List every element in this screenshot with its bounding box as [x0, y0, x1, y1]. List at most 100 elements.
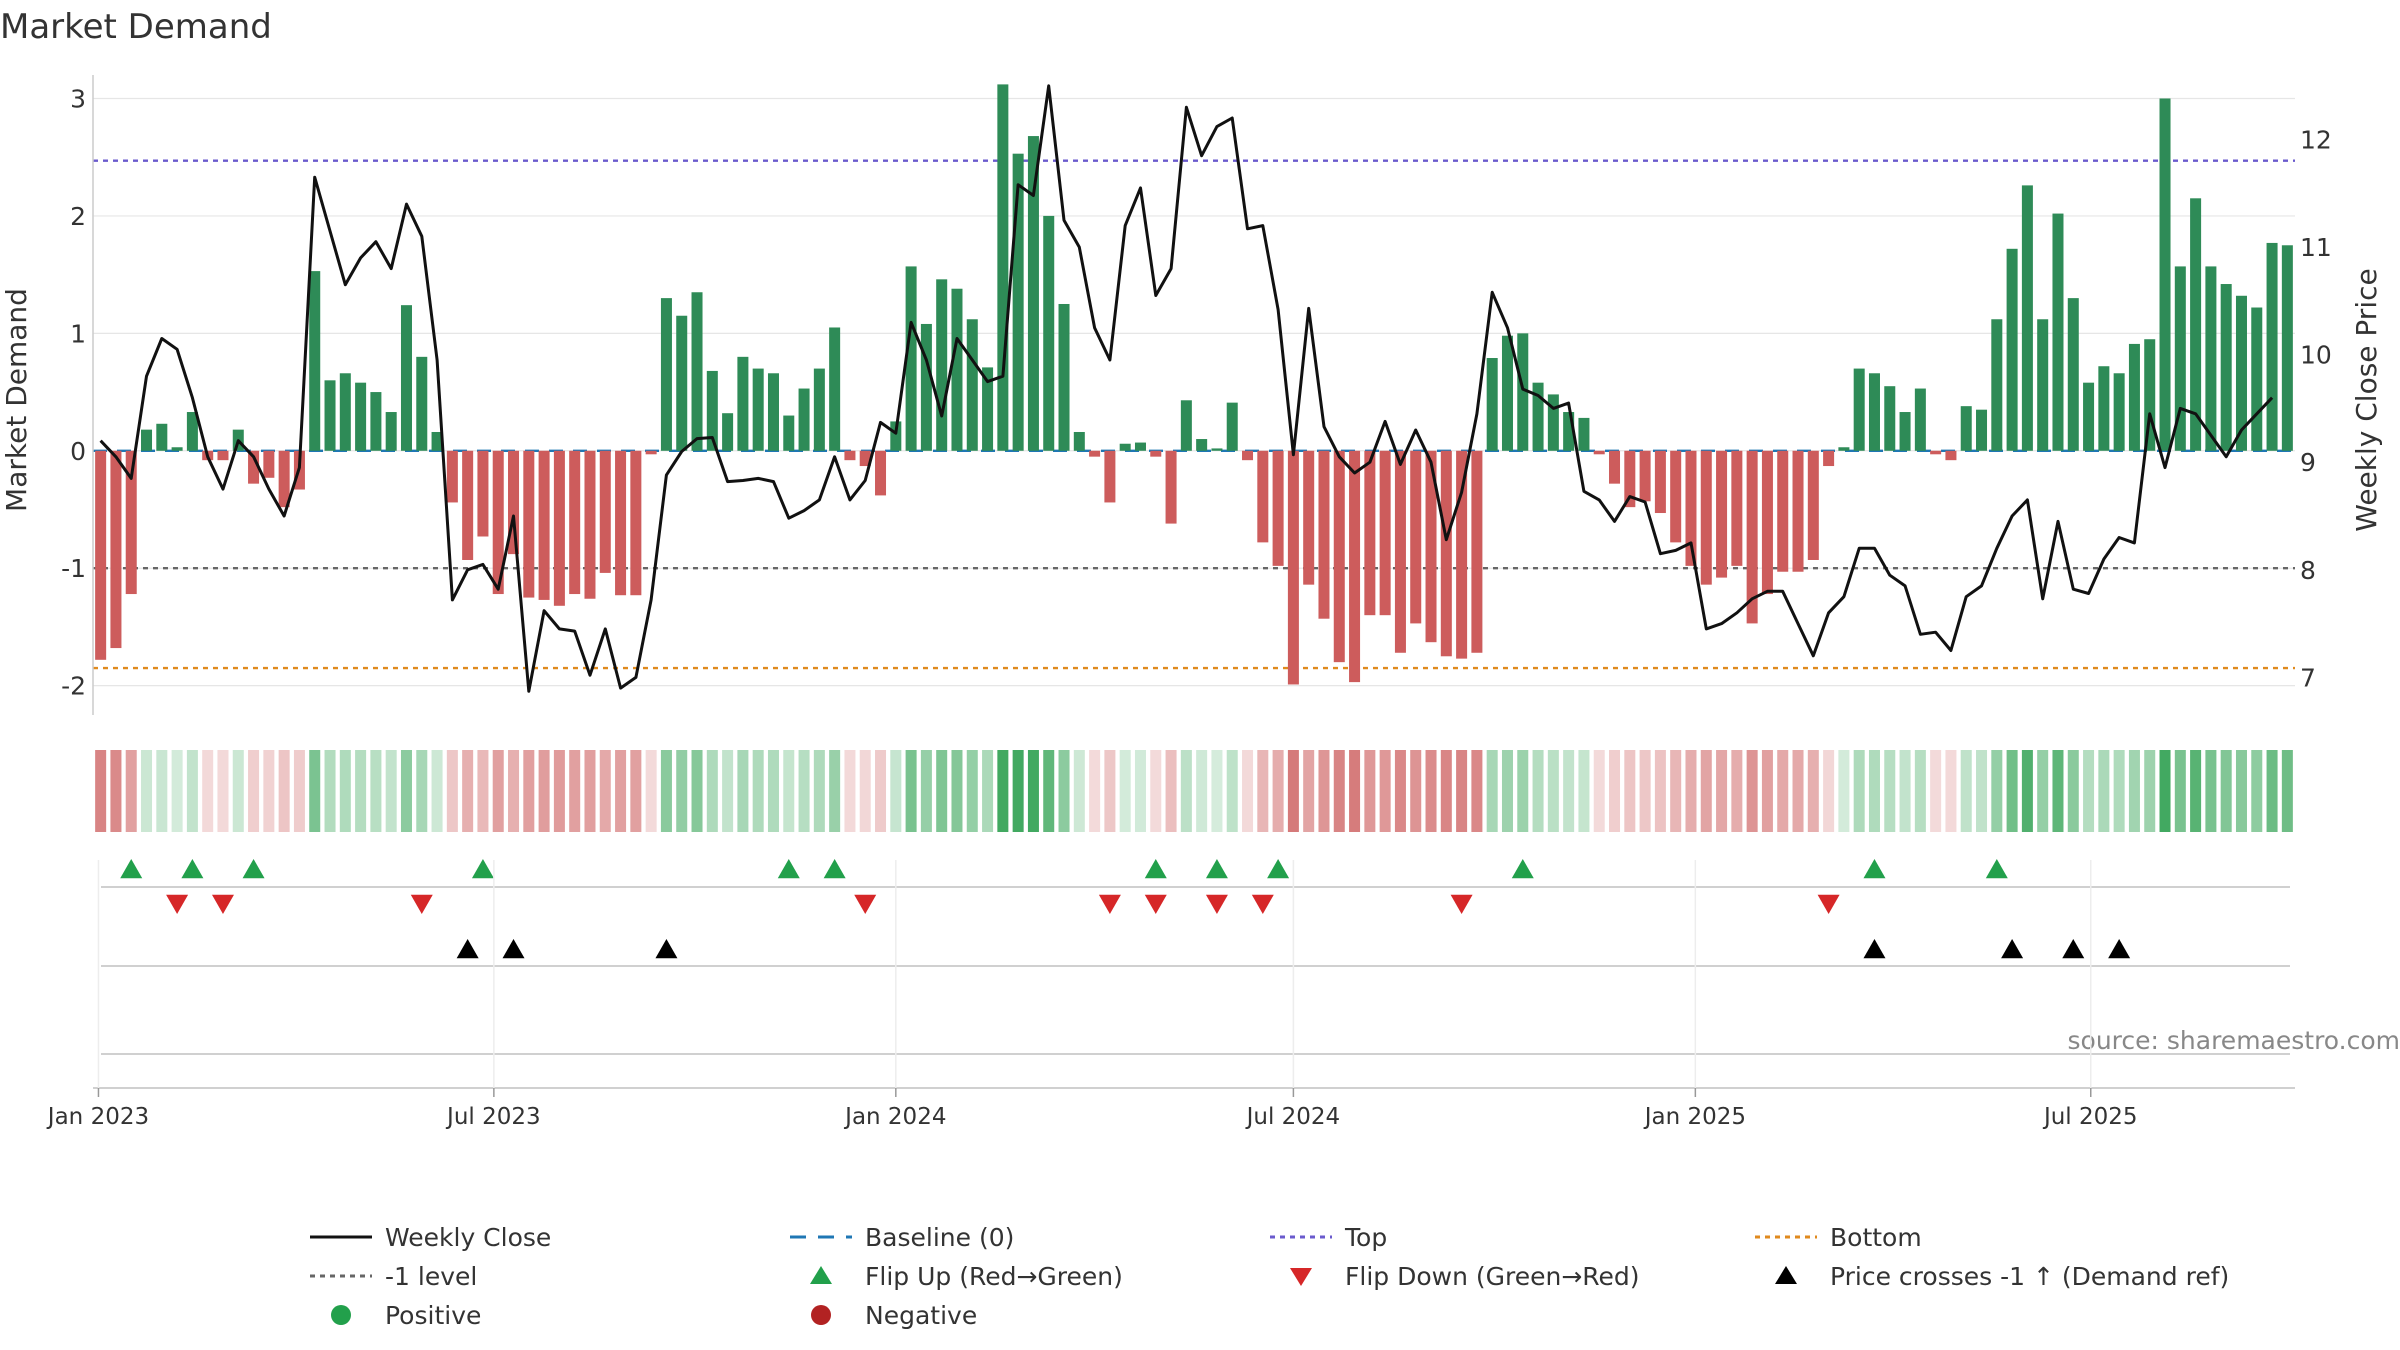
- y-tick-label: 2: [70, 202, 86, 231]
- demand-bar: [706, 370, 718, 451]
- heat-cell: [722, 750, 734, 832]
- demand-bar: [1257, 450, 1269, 543]
- heat-cell: [1089, 750, 1101, 832]
- demand-bar: [553, 450, 565, 606]
- demand-bar: [1272, 450, 1284, 566]
- demand-bar: [2174, 266, 2186, 451]
- y-tick-label: 0: [70, 437, 86, 466]
- demand-bar: [385, 412, 397, 451]
- heat-cell: [737, 750, 749, 832]
- demand-bar: [1501, 335, 1513, 451]
- heat-cell: [538, 750, 550, 832]
- heat-cell: [1425, 750, 1437, 832]
- demand-bar: [1807, 450, 1819, 560]
- heat-cell: [2266, 750, 2278, 832]
- heat-cell: [1287, 750, 1299, 832]
- heat-cell: [767, 750, 779, 832]
- demand-bar: [156, 423, 168, 451]
- demand-bar: [1242, 450, 1254, 461]
- demand-bar: [1410, 450, 1422, 624]
- heat-cell: [706, 750, 718, 832]
- heat-cell: [1976, 750, 1988, 832]
- flip-up-marker: [1144, 859, 1167, 879]
- demand-bar: [1609, 450, 1621, 484]
- demand-bar: [2159, 98, 2171, 451]
- chart-title: Market Demand: [0, 7, 272, 47]
- heat-cell: [309, 750, 321, 832]
- heat-cell: [1547, 750, 1559, 832]
- demand-bar: [1884, 386, 1896, 451]
- flip-down-marker: [410, 894, 433, 914]
- price-cross-marker: [502, 939, 525, 959]
- demand-bar: [875, 450, 887, 496]
- heat-cell: [569, 750, 581, 832]
- heat-cell: [1517, 750, 1529, 832]
- heat-cell: [2251, 750, 2263, 832]
- legend-item: Negative: [811, 1301, 977, 1330]
- flip-down-marker: [1450, 894, 1473, 914]
- legend-swatch: [1775, 1266, 1797, 1284]
- heat-cell: [660, 750, 672, 832]
- heat-cell: [1043, 750, 1055, 832]
- demand-bar: [599, 450, 611, 573]
- demand-bar: [997, 84, 1009, 451]
- heat-cell: [462, 750, 474, 832]
- flip-down-marker: [1205, 894, 1228, 914]
- demand-bar: [737, 356, 749, 451]
- demand-bar: [1563, 412, 1575, 451]
- heat-cell: [1349, 750, 1361, 832]
- heat-cell: [645, 750, 657, 832]
- legend-label: Baseline (0): [865, 1223, 1014, 1252]
- flip-down-marker: [1098, 894, 1121, 914]
- demand-bar: [1180, 400, 1192, 451]
- demand-bar: [1089, 450, 1101, 457]
- heat-cell: [1058, 750, 1070, 832]
- heat-cell: [263, 750, 275, 832]
- heat-cell: [2006, 750, 2018, 832]
- flip-up-marker: [823, 859, 846, 879]
- y2-tick-label: 10: [2300, 341, 2332, 370]
- demand-bar: [966, 319, 978, 451]
- legend-swatch: [811, 1305, 831, 1325]
- demand-bar: [2205, 266, 2217, 451]
- heat-cell: [2190, 750, 2202, 832]
- heat-cell: [324, 750, 336, 832]
- demand-bar: [1379, 450, 1391, 616]
- demand-bar: [462, 450, 474, 560]
- heat-cell: [1609, 750, 1621, 832]
- flip-down-marker: [1251, 894, 1274, 914]
- heat-cell: [1165, 750, 1177, 832]
- demand-bar: [783, 415, 795, 451]
- price-cross-marker: [2001, 939, 2024, 959]
- demand-bar: [2067, 298, 2079, 451]
- heat-cell: [936, 750, 948, 832]
- demand-bar: [752, 368, 764, 451]
- demand-bar: [1777, 450, 1789, 572]
- demand-bar: [339, 373, 351, 451]
- demand-bar: [1930, 450, 1942, 455]
- demand-bar: [1991, 319, 2003, 451]
- demand-bar: [2098, 366, 2110, 451]
- flip-down-marker: [211, 894, 234, 914]
- y2-tick-label: 12: [2300, 126, 2332, 155]
- legend-label: -1 level: [385, 1262, 477, 1291]
- demand-bar: [125, 450, 137, 595]
- heat-cell: [1196, 750, 1208, 832]
- heat-cell: [1456, 750, 1468, 832]
- demand-bar: [1349, 450, 1361, 683]
- heat-cell: [1792, 750, 1804, 832]
- heat-cell: [400, 750, 412, 832]
- heat-cell: [2159, 750, 2171, 832]
- x-tick-label: Jan 2025: [1643, 1104, 1746, 1130]
- price-cross-marker: [2062, 939, 2085, 959]
- legend-label: Top: [1344, 1223, 1387, 1252]
- demand-bar: [1027, 136, 1039, 451]
- heat-cell: [1731, 750, 1743, 832]
- demand-bar: [1960, 406, 1972, 451]
- heat-cell: [1180, 750, 1192, 832]
- demand-bar: [508, 450, 520, 555]
- demand-bar: [1945, 450, 1957, 461]
- demand-bar: [798, 388, 810, 451]
- heat-cell: [2098, 750, 2110, 832]
- legend-swatch: [1290, 1268, 1312, 1286]
